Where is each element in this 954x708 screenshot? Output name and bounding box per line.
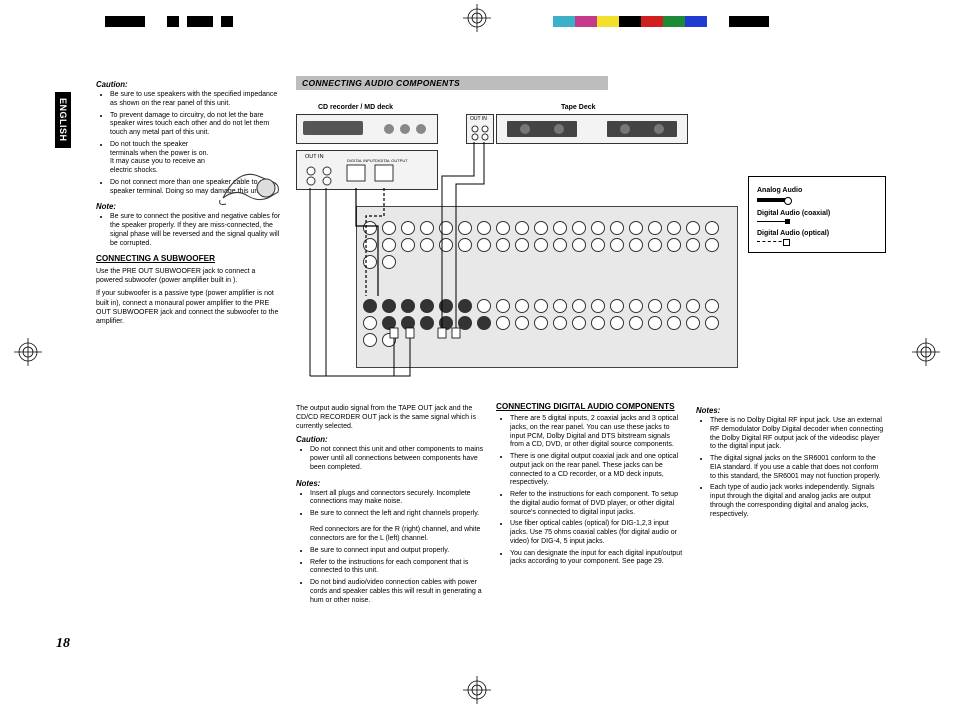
registration-mark-right bbox=[912, 338, 940, 366]
optical-cable-icon bbox=[757, 241, 787, 242]
page-number: 18 bbox=[56, 636, 70, 652]
note-item: Do not bind audio/video connection cable… bbox=[310, 579, 484, 605]
left-column: Caution: Be sure to use speakers with th… bbox=[96, 76, 284, 330]
coax-cable-icon bbox=[757, 221, 787, 222]
digital-item: There is one digital output coaxial jack… bbox=[510, 453, 684, 488]
subwoofer-p2: If your subwoofer is a passive type (pow… bbox=[96, 289, 284, 325]
legend-analog: Analog Audio bbox=[757, 187, 802, 194]
registration-mark-left bbox=[14, 338, 42, 366]
column-2-1: The output audio signal from the TAPE OU… bbox=[296, 402, 484, 611]
cable-legend: Analog Audio Digital Audio (coaxial) Dig… bbox=[748, 176, 886, 253]
registration-mark-bottom bbox=[463, 676, 491, 704]
note-item: Refer to the instructions for each compo… bbox=[310, 559, 484, 577]
column-2-3: Notes: There is no Dolby Digital RF inpu… bbox=[696, 402, 884, 525]
caution-heading-2: Caution: bbox=[296, 435, 484, 444]
column-2-2: CONNECTING DIGITAL AUDIO COMPONENTS Ther… bbox=[496, 402, 684, 573]
tape-out-paragraph: The output audio signal from the TAPE OU… bbox=[296, 404, 484, 431]
subwoofer-p1: Use the PRE OUT SUBWOOFER jack to connec… bbox=[96, 267, 284, 285]
registration-mark-top bbox=[463, 4, 491, 32]
analog-cable-icon bbox=[757, 198, 787, 202]
caution-heading: Caution: bbox=[96, 80, 284, 89]
notes-heading-3: Notes: bbox=[696, 406, 884, 415]
digital-item: There are 5 digital inputs, 2 coaxial ja… bbox=[510, 415, 684, 450]
note-item: There is no Dolby Digital RF input jack.… bbox=[710, 417, 884, 452]
note-item: Be sure to connect the positive and nega… bbox=[110, 213, 284, 248]
earbud-icon bbox=[218, 158, 290, 208]
language-tab: ENGLISH bbox=[55, 92, 71, 148]
caution-item: Do not touch the speaker terminals when … bbox=[110, 141, 210, 176]
legend-coax: Digital Audio (coaxial) bbox=[757, 210, 830, 217]
caution-item: Do not connect this unit and other compo… bbox=[310, 446, 484, 472]
connection-diagram: CONNECTING AUDIO COMPONENTS CD recorder … bbox=[296, 76, 886, 386]
note-item: The digital signal jacks on the SR6001 c… bbox=[710, 455, 884, 481]
digital-item: Refer to the instructions for each compo… bbox=[510, 491, 684, 517]
caution-item: Be sure to use speakers with the specifi… bbox=[110, 91, 284, 109]
note-item: Each type of audio jack works independen… bbox=[710, 484, 884, 519]
digital-item: Use fiber optical cables (optical) for D… bbox=[510, 520, 684, 546]
note-item: Insert all plugs and connectors securely… bbox=[310, 490, 484, 508]
note-list: Be sure to connect the positive and nega… bbox=[96, 213, 284, 248]
note-item: Be sure to connect the left and right ch… bbox=[310, 510, 484, 519]
subwoofer-heading: CONNECTING A SUBWOOFER bbox=[96, 254, 284, 263]
note-item: Be sure to connect input and output prop… bbox=[310, 547, 484, 556]
digital-heading: CONNECTING DIGITAL AUDIO COMPONENTS bbox=[496, 402, 684, 411]
notes-heading-2: Notes: bbox=[296, 479, 484, 488]
caution-item: To prevent damage to circuitry, do not l… bbox=[110, 112, 284, 138]
digital-item: You can designate the input for each dig… bbox=[510, 550, 684, 568]
red-white-note: Red connectors are for the R (right) cha… bbox=[310, 525, 484, 543]
legend-optical: Digital Audio (optical) bbox=[757, 230, 829, 237]
page-content: ENGLISH Caution: Be sure to use speakers… bbox=[56, 62, 898, 652]
